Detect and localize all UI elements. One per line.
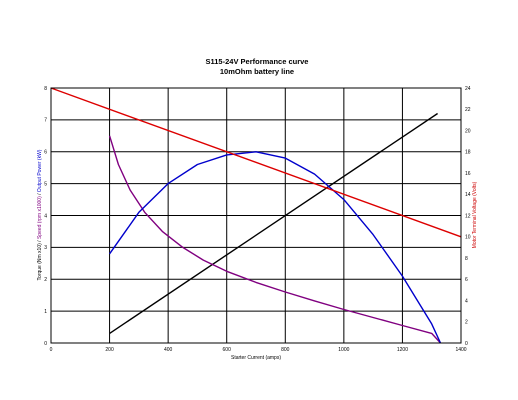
y-axis-left-label: Torque (Nm x10) / Speed (rpm x1000) / Ou… [37,149,43,280]
y-left-tick-label: 6 [44,150,47,156]
y-right-tick-label: 10 [465,235,471,241]
tick-labels: 0 200 400 600 800 1000 1200 1400012345678024681… [44,86,471,353]
series-line-3 [50,87,462,238]
y-left-tick-label: 8 [44,86,47,92]
y-axis-left-label-part: Speed (rpm x1000) [37,196,43,239]
grid-lines [50,87,462,344]
y-axis-left-label-part: Output Power (kW) [37,149,43,192]
y-axis-left-label-part: Torque (Nm x10) / [37,239,43,280]
y-left-tick-label: 5 [44,181,47,187]
y-left-tick-label: 2 [44,277,47,283]
plot-frame [50,87,462,344]
y-right-tick-label: 6 [465,277,468,283]
y-right-tick-label: 0 [465,341,468,347]
x-tick-label: 800 [281,347,290,353]
series-lines [50,87,462,344]
x-tick-label: 200 [105,347,114,353]
y-right-tick-label: 8 [465,256,468,262]
chart-subtitle: 10mOhm battery line [220,67,294,76]
y-right-tick-label: 4 [465,298,468,304]
y-axis-left-label-part: / [37,192,43,196]
x-tick-label: 1200 [397,347,408,353]
y-left-tick-label: 4 [44,213,47,219]
y-left-tick-label: 7 [44,118,47,124]
x-tick-label: 400 [164,347,173,353]
series-line-2 [109,151,442,344]
y-left-tick-label: 3 [44,245,47,251]
series-line-0 [109,112,438,334]
x-tick-label: 1000 [338,347,349,353]
y-right-tick-label: 18 [465,150,471,156]
y-left-tick-label: 0 [44,341,47,347]
x-axis-label: Starter Current (amps) [231,355,281,361]
x-tick-label: 0 [50,347,53,353]
y-right-tick-label: 12 [465,213,471,219]
y-left-tick-label: 1 [44,309,47,315]
series-line-1 [108,135,442,344]
y-right-tick-label: 14 [465,192,471,198]
y-right-tick-label: 2 [465,320,468,326]
y-right-tick-label: 16 [465,171,471,177]
y-right-tick-label: 20 [465,128,471,134]
x-tick-label: 600 [223,347,232,353]
x-tick-label: 1400 [455,347,466,353]
y-right-tick-label: 22 [465,107,471,113]
y-right-tick-label: 24 [465,86,471,92]
chart-title: S115-24V Performance curve [206,57,309,66]
y-axis-right-label: Motor Terminal Voltage (Volts) [472,181,478,248]
